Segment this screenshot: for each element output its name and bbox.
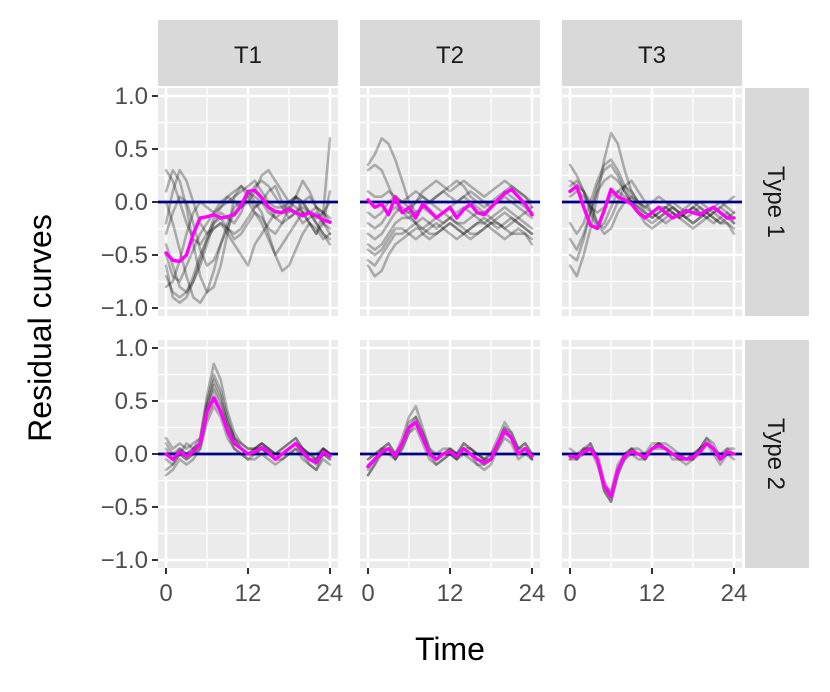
individual-curve bbox=[568, 158, 736, 236]
column-strip-2: T2 bbox=[360, 20, 540, 86]
y-tick-label: 1.0 bbox=[115, 83, 148, 110]
panel-T1-Type-1 bbox=[158, 88, 338, 316]
panel-T3-Type-2 bbox=[562, 340, 742, 568]
y-tick-label: −0.5 bbox=[101, 494, 148, 521]
individual-curve bbox=[366, 211, 534, 251]
row-strip-2: Type 2 bbox=[745, 340, 809, 568]
y-tick-label: −0.5 bbox=[101, 242, 148, 269]
y-tick-label: 0.0 bbox=[115, 189, 148, 216]
panel-T2-Type-2 bbox=[360, 340, 540, 568]
x-tick-label: 24 bbox=[317, 580, 344, 607]
mean-curve bbox=[164, 188, 332, 264]
x-tick-label: 12 bbox=[235, 580, 262, 607]
mean-curve bbox=[366, 420, 534, 469]
x-tick-label: 24 bbox=[519, 580, 546, 607]
individual-curve bbox=[164, 373, 332, 456]
y-tick-label: 0.0 bbox=[115, 441, 148, 468]
x-tick-label: 12 bbox=[437, 580, 464, 607]
x-axis-title: Time bbox=[415, 631, 485, 667]
y-tick-label: −1.0 bbox=[101, 547, 148, 574]
mean-curve bbox=[568, 184, 736, 231]
x-tick-label: 12 bbox=[639, 580, 666, 607]
y-axis-row-2: −1.0 −0.5 0.0 0.5 1.0 bbox=[101, 335, 158, 574]
y-tick-label: 0.5 bbox=[115, 136, 148, 163]
mean-curve bbox=[164, 396, 332, 465]
row-strip-label: Type 1 bbox=[762, 166, 789, 238]
column-strip-1: T1 bbox=[158, 20, 338, 86]
panel-T3-Type-1 bbox=[562, 88, 742, 316]
individual-curve bbox=[366, 206, 534, 241]
column-strip-label: T1 bbox=[234, 42, 262, 69]
individual-curve bbox=[366, 221, 534, 278]
column-strip-label: T3 bbox=[638, 42, 666, 69]
individual-curve bbox=[366, 137, 534, 214]
row-strip-1: Type 1 bbox=[745, 88, 809, 316]
panel-T1-Type-2 bbox=[158, 340, 338, 568]
individual-curve bbox=[164, 168, 332, 294]
individual-curve bbox=[568, 190, 736, 220]
x-axis-col-1: 0 12 24 bbox=[159, 568, 343, 607]
individual-curve bbox=[164, 404, 332, 477]
y-axis-title: Residual curves bbox=[22, 214, 58, 442]
column-strip-label: T2 bbox=[436, 42, 464, 69]
y-axis-row-1: −1.0 −0.5 0.0 0.5 1.0 bbox=[101, 83, 158, 322]
panel-T2-Type-1 bbox=[360, 88, 540, 316]
y-tick-label: 1.0 bbox=[115, 335, 148, 362]
x-axis-col-3: 0 12 24 bbox=[563, 568, 747, 607]
individual-curve bbox=[164, 362, 332, 461]
x-tick-label: 0 bbox=[159, 580, 172, 607]
mean-curve bbox=[568, 441, 736, 499]
individual-curve bbox=[366, 211, 534, 267]
x-tick-label: 0 bbox=[361, 580, 374, 607]
individual-curve bbox=[366, 206, 534, 230]
x-axis-col-2: 0 12 24 bbox=[361, 568, 545, 607]
x-tick-label: 24 bbox=[721, 580, 748, 607]
row-strip-label: Type 2 bbox=[762, 418, 789, 490]
y-tick-label: −1.0 bbox=[101, 295, 148, 322]
y-tick-label: 0.5 bbox=[115, 388, 148, 415]
individual-curve bbox=[366, 221, 534, 257]
individual-curve bbox=[164, 200, 332, 299]
mean-curve bbox=[366, 187, 534, 220]
column-strip-3: T3 bbox=[562, 20, 742, 86]
individual-curve bbox=[568, 174, 736, 251]
panels bbox=[158, 88, 742, 568]
x-tick-label: 0 bbox=[563, 580, 576, 607]
